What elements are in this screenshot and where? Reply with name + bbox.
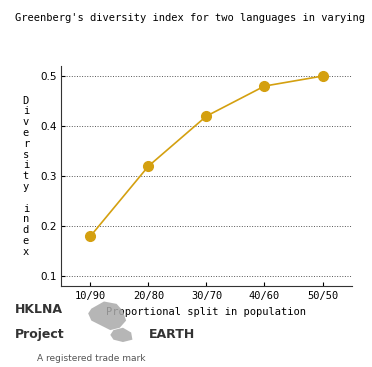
- Y-axis label: D
i
v
e
r
s
i
t
y

i
n
d
e
x: D i v e r s i t y i n d e x: [23, 95, 29, 257]
- Text: EARTH: EARTH: [149, 328, 195, 341]
- PathPatch shape: [110, 328, 132, 342]
- Text: HKLNA: HKLNA: [15, 303, 63, 316]
- Text: Project: Project: [15, 328, 64, 341]
- Text: Greenberg's diversity index for two languages in varying proportions: Greenberg's diversity index for two lang…: [15, 13, 372, 23]
- Text: A registered trade mark: A registered trade mark: [37, 354, 146, 363]
- PathPatch shape: [88, 302, 126, 330]
- X-axis label: Proportional split in population: Proportional split in population: [106, 307, 307, 317]
